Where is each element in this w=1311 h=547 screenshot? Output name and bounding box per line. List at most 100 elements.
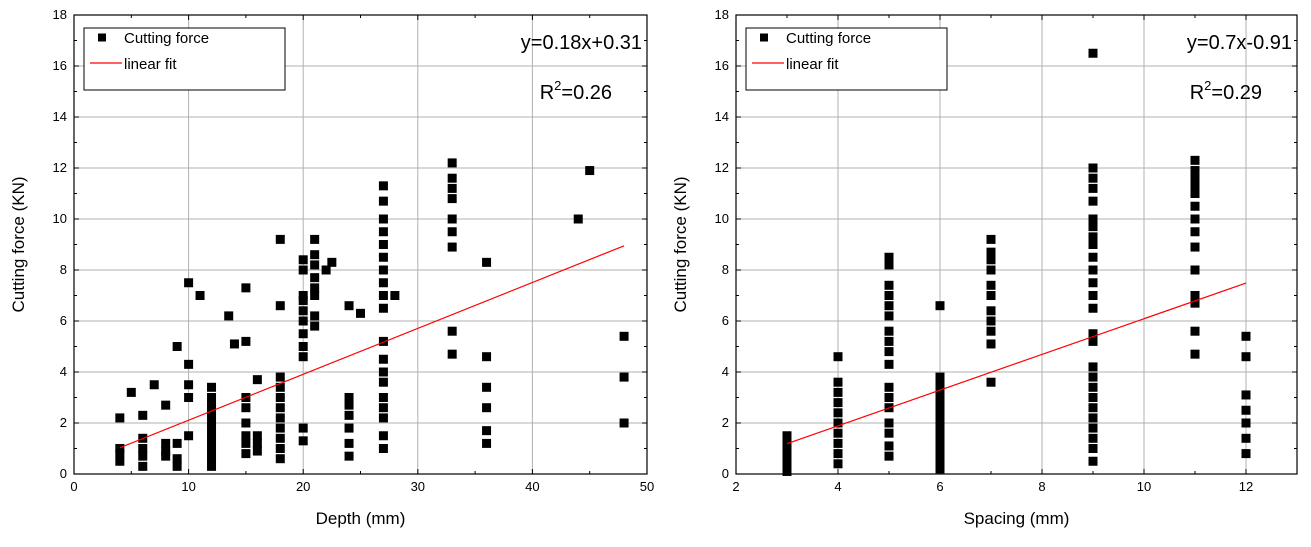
chart-2-r-squared-exponent: 2 <box>1204 78 1211 93</box>
chart-2-data-point <box>1088 196 1098 206</box>
chart-1-data-point <box>241 431 251 441</box>
chart-1-data-point <box>207 382 217 392</box>
chart-1-data-point <box>378 444 388 453</box>
chart-1-data-point <box>447 173 457 183</box>
chart-2-data-point <box>782 466 792 476</box>
chart-2-data-point <box>986 265 996 275</box>
chart-1-data-point <box>275 372 285 382</box>
chart-1-data-point <box>344 410 354 420</box>
chart-2-y-axis-title: Cutting force (KN) <box>671 176 690 312</box>
chart-1-data-point <box>184 278 194 288</box>
chart-1-data-point <box>378 252 388 262</box>
chart-1-data-point <box>207 393 217 402</box>
chart-1-data-point <box>207 415 217 425</box>
chart-1-data-point <box>619 331 629 341</box>
chart-2-data-point <box>935 449 945 459</box>
chart-1-data-point <box>138 410 148 420</box>
chart-1-data-point <box>229 339 239 349</box>
chart-1-data-point <box>378 336 388 346</box>
chart-2-data-point <box>935 410 945 420</box>
chart-2-data-point <box>986 234 996 244</box>
chart-1-data-point <box>378 354 388 364</box>
chart-2-data-point <box>884 382 894 392</box>
chart-1-data-point <box>310 234 320 244</box>
chart-1-data-point <box>252 438 262 448</box>
chart-2-data-point <box>1190 201 1200 211</box>
chart-1-data-point <box>298 316 308 326</box>
chart-2-data-point <box>935 380 945 390</box>
chart-2-fit-line <box>786 282 1247 445</box>
chart-2-data-point <box>1088 240 1098 249</box>
chart-2-y-tick-label: 8 <box>722 262 729 277</box>
chart-2-data-point <box>884 291 894 300</box>
chart-2-data-point <box>884 428 894 438</box>
chart-1-data-point <box>447 227 457 237</box>
chart-2-data-point <box>1190 242 1200 252</box>
chart-2-data-point <box>935 418 945 428</box>
chart-1-data-point <box>447 194 457 204</box>
chart-1-data-point <box>344 438 354 448</box>
chart-2-data-point <box>1190 291 1200 300</box>
chart-2-y-tick-label: 14 <box>715 109 729 124</box>
chart-1-fit-equation: y=0.18x+0.31 <box>521 32 642 54</box>
chart-2-data-point <box>833 418 843 428</box>
chart-1-data-point <box>310 260 320 270</box>
chart-2-data-point <box>884 260 894 270</box>
chart-1-x-tick-label: 0 <box>70 479 77 494</box>
chart-2-data-point <box>884 359 894 369</box>
chart-1-data-point <box>275 444 285 453</box>
chart-1-data-point <box>224 311 234 321</box>
chart-1-data-point <box>298 352 308 362</box>
chart-1-data-point <box>161 400 171 410</box>
chart-1-data-point <box>310 283 320 293</box>
chart-2-data-point <box>986 339 996 349</box>
chart-1-data-point <box>378 240 388 249</box>
chart-1-data-point <box>241 283 251 293</box>
chart-1-data-point <box>252 446 262 456</box>
chart-2-data-point <box>1088 444 1098 453</box>
chart-2-y-tick-label: 12 <box>715 160 729 175</box>
chart-2-legend-box <box>745 27 948 91</box>
chart-1-data-point <box>298 291 308 300</box>
chart-1-data-point <box>207 461 217 471</box>
chart-1-tick-marks <box>73 14 648 475</box>
chart-1-data-point <box>482 403 492 413</box>
chart-1-data-point <box>356 308 365 318</box>
chart-2-data-point <box>1190 349 1200 359</box>
chart-2-data-point <box>1088 291 1098 300</box>
chart-1-y-tick-label: 16 <box>53 58 67 73</box>
chart-1-data-point <box>207 454 217 464</box>
chart-1-data-point <box>161 451 171 461</box>
chart-2-data-point <box>1241 352 1251 362</box>
chart-2-data-point <box>1088 413 1098 423</box>
chart-1-data-point <box>207 408 217 418</box>
chart-1-data-point <box>447 326 457 336</box>
chart-1-data-point <box>207 431 217 441</box>
chart-2-y-tick-label: 16 <box>715 58 729 73</box>
chart-2-data-point <box>935 403 945 413</box>
chart-2-data-point <box>1088 303 1098 313</box>
chart-1-r-squared-value: =0.26 <box>561 82 612 104</box>
chart-2-gridlines <box>736 15 1297 474</box>
chart-2-data-point <box>1241 405 1251 415</box>
chart-1-data-point <box>327 257 337 267</box>
chart-2-x-tick-label: 8 <box>1038 479 1045 494</box>
chart-1-x-tick-label: 10 <box>181 479 195 494</box>
chart-2-x-tick-label: 12 <box>1239 479 1253 494</box>
chart-2-data-point <box>833 438 843 448</box>
chart-2-data-point <box>1088 183 1098 193</box>
chart-1-data-point <box>149 380 159 390</box>
chart-1-data-point <box>310 250 320 260</box>
chart-1-data-point <box>207 423 217 433</box>
chart-2-data-point <box>935 456 945 466</box>
chart-2-data-point <box>986 316 996 326</box>
chart-1-data-point <box>298 436 308 446</box>
chart-1-y-tick-label: 8 <box>60 262 67 277</box>
chart-1-legend-box <box>83 27 286 91</box>
chart-1-r-squared-exponent: 2 <box>554 78 561 93</box>
chart-1-data-point <box>344 400 354 410</box>
chart-2-x-tick-label: 2 <box>732 479 739 494</box>
chart-2-data-point <box>884 326 894 336</box>
chart-1-data-point <box>195 291 205 300</box>
